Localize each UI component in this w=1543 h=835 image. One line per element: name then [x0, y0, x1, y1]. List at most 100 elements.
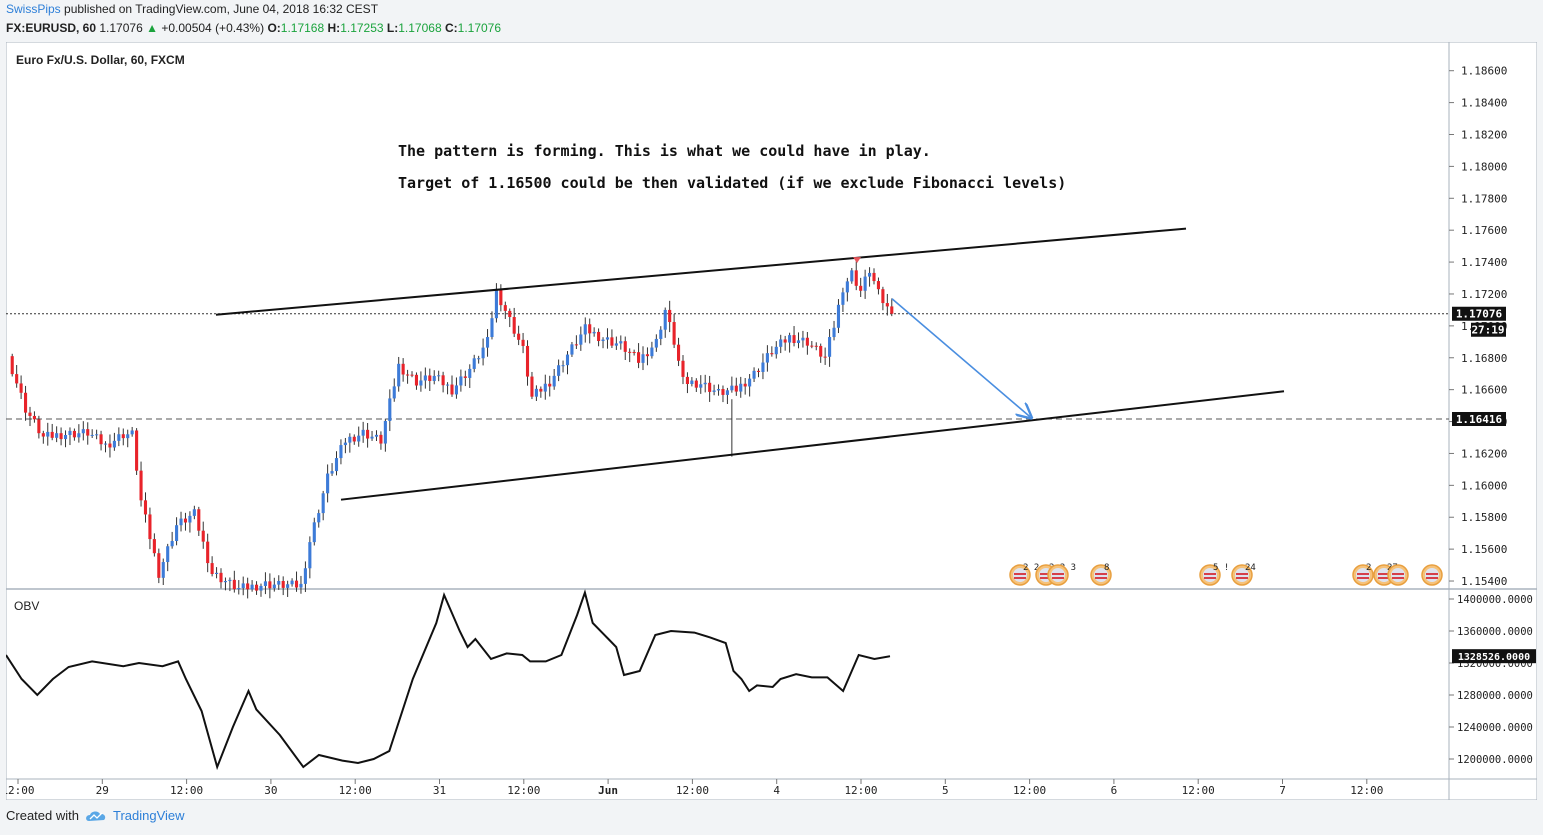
candle-body: [166, 546, 170, 563]
candle-body: [192, 509, 196, 516]
high-label: H:: [327, 21, 341, 35]
time-tick-label: 4: [773, 784, 780, 797]
candle-body: [143, 500, 148, 515]
candle-body: [876, 281, 881, 290]
candle-body: [463, 376, 467, 378]
chart-frame: [6, 42, 1537, 800]
candle-body: [432, 375, 436, 381]
candle-body: [788, 335, 792, 343]
candle-body: [286, 584, 290, 588]
candle-body: [597, 331, 601, 342]
economic-event-icon: [1387, 564, 1409, 586]
time-tick-label: 12:00: [6, 784, 35, 797]
candle-body: [352, 436, 356, 442]
candle-body: [188, 515, 192, 523]
event-flag-stripe: [1378, 577, 1390, 579]
author-link[interactable]: SwissPips: [6, 2, 61, 16]
candle-body: [450, 384, 454, 395]
event-flag-stripe: [1392, 573, 1404, 575]
candle-body: [183, 518, 188, 523]
created-with-label: Created with: [6, 808, 79, 823]
candle-body: [548, 383, 552, 387]
candle-body: [499, 288, 503, 306]
candle-body: [734, 385, 738, 392]
event-flag-stripe: [1236, 577, 1248, 579]
event-flag-stripe: [1236, 573, 1248, 575]
time-tick-label: 12:00: [1182, 784, 1215, 797]
candle-body: [765, 353, 769, 363]
candle-body: [654, 338, 658, 348]
candle-body: [441, 375, 445, 386]
candle-body: [423, 375, 427, 381]
candle-body: [437, 375, 441, 377]
close-value: 1.17076: [457, 21, 502, 35]
time-tick-label: 12:00: [1350, 784, 1383, 797]
candle-body: [854, 270, 858, 286]
lower-trendline[interactable]: [340, 390, 1285, 501]
candle-body: [201, 530, 205, 542]
tradingview-link[interactable]: TradingView: [112, 808, 185, 823]
candle-body: [121, 434, 125, 439]
candle-body: [63, 435, 68, 440]
candle-body: [361, 429, 365, 436]
candle-body: [845, 281, 849, 293]
obv-tick-label: 1360000.0000: [1457, 626, 1533, 638]
candle-body: [872, 272, 876, 282]
candle-body: [748, 378, 752, 387]
event-flag-stripe: [1014, 577, 1026, 579]
candle-body: [796, 340, 801, 344]
candle-body: [512, 317, 516, 334]
candle-body: [565, 354, 570, 366]
candle-body: [810, 345, 814, 347]
chart-area[interactable]: Euro Fx/U.S. Dollar, 60, FXCM OBV 1.1540…: [6, 42, 1537, 800]
candle-body: [819, 345, 823, 357]
candle-body: [779, 339, 783, 347]
candle-body: [743, 383, 747, 387]
candle-body: [219, 572, 223, 583]
time-tick-label: Jun: [598, 784, 618, 797]
economic-events[interactable]: 2 22 2 385 !24227: [1009, 563, 1443, 586]
candle-body: [37, 419, 41, 434]
candle-body: [117, 434, 121, 441]
candle-body: [223, 581, 228, 583]
candle-body: [708, 382, 712, 392]
time-tick-label: 12:00: [170, 784, 203, 797]
candle-body: [583, 324, 587, 335]
candle-body: [832, 327, 836, 338]
candle-body: [592, 331, 596, 334]
event-count-label: 2: [1366, 563, 1371, 573]
candle-body: [419, 380, 423, 386]
time-tick-label: 12:00: [676, 784, 709, 797]
time-tick-label: 5: [942, 784, 949, 797]
candle-body: [557, 365, 561, 376]
candle-body: [268, 581, 272, 589]
candle-body: [312, 522, 316, 543]
candle-body: [299, 583, 303, 588]
candle-body: [254, 584, 259, 591]
price-tick-label: 1.18200: [1461, 128, 1507, 141]
upper-trendline[interactable]: [215, 227, 1187, 316]
obv-tick-label: 1400000.0000: [1457, 594, 1533, 606]
candle-body: [885, 303, 889, 307]
candle-body: [543, 383, 547, 392]
candle-body: [55, 433, 59, 438]
last-price-tag: 1.17076: [1452, 306, 1506, 321]
candle-body: [725, 390, 729, 395]
candle-body: [130, 430, 134, 435]
forecast-arrow[interactable]: [891, 298, 1030, 417]
candle-body: [605, 337, 610, 340]
candle-body: [534, 388, 538, 397]
event-flag-stripe: [1392, 577, 1404, 579]
price-tick-label: 1.15600: [1461, 543, 1507, 556]
candle-body: [126, 434, 130, 439]
countdown-tag: 27:19: [1471, 322, 1506, 337]
candle-body: [503, 305, 507, 311]
candle-body: [739, 383, 743, 392]
candle-body: [508, 310, 512, 318]
economic-event-icon: 5 !: [1199, 563, 1229, 586]
economic-event-icon: 24: [1231, 563, 1256, 586]
candle-body: [659, 329, 663, 339]
price-tick-label: 1.15400: [1461, 575, 1507, 588]
economic-event-icon: 2 2: [1009, 563, 1039, 586]
candle-body: [72, 430, 76, 438]
